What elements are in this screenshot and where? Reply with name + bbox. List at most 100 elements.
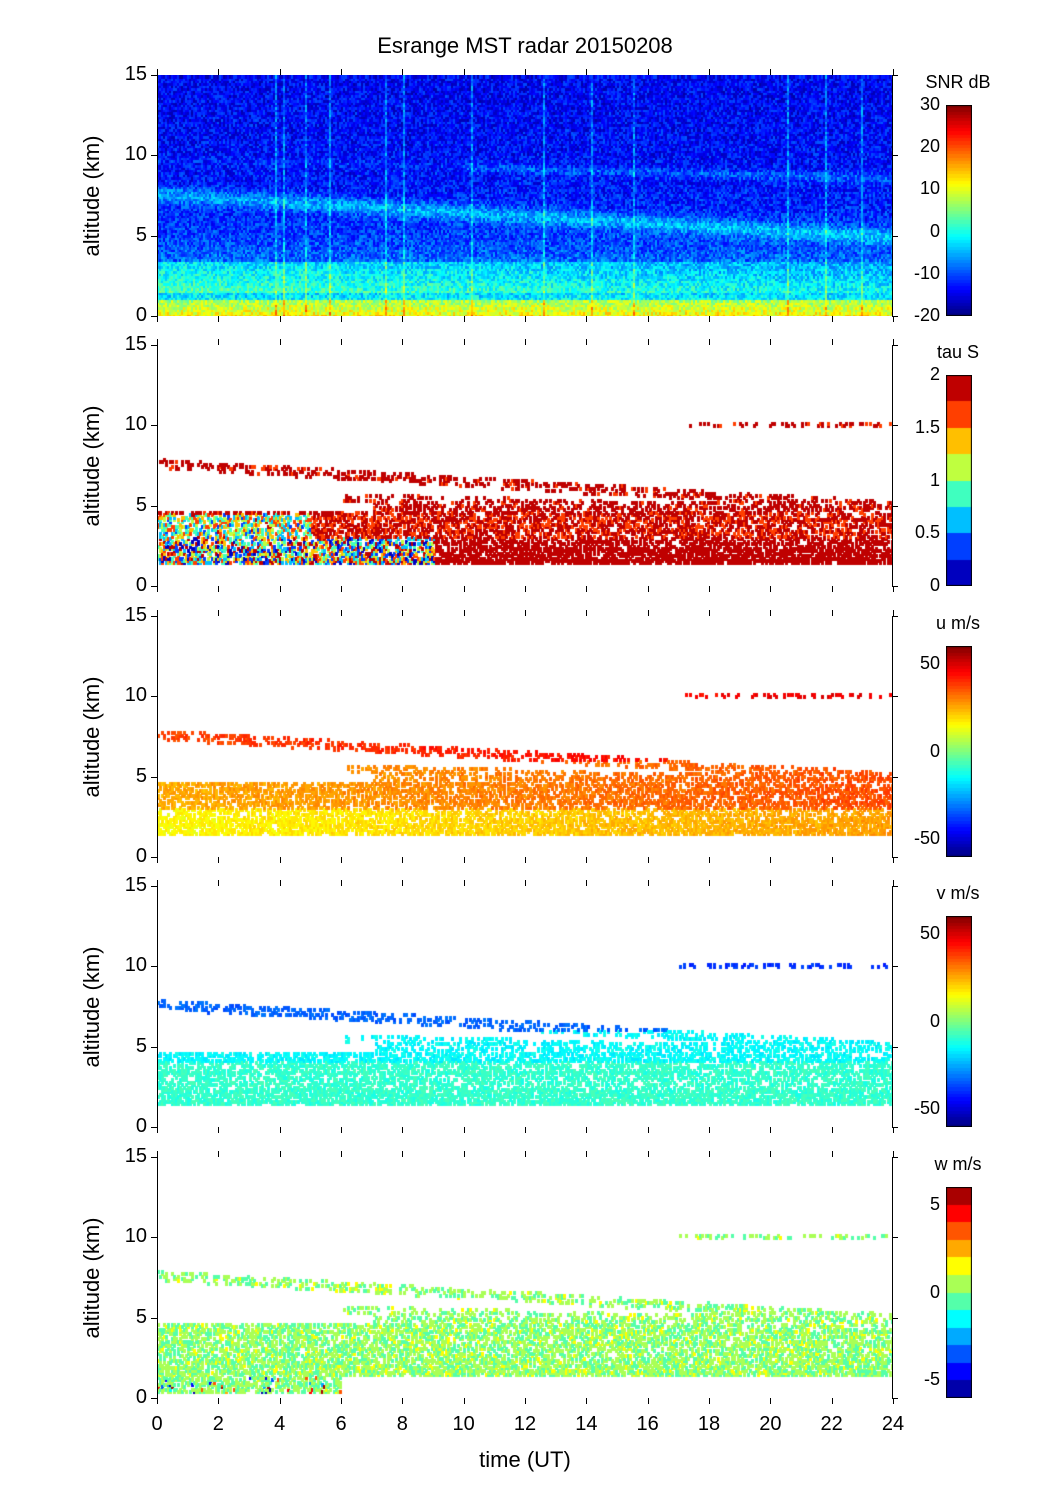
y-tick-right <box>892 235 898 237</box>
x-tick-top <box>586 880 588 886</box>
x-tick-top <box>402 880 404 886</box>
x-tick <box>647 316 649 322</box>
y-tick <box>151 857 157 858</box>
y-axis-title: altitude (km) <box>79 675 104 798</box>
x-tick <box>218 316 220 322</box>
x-tick <box>402 316 404 322</box>
colorbar-tick-label: 0 <box>929 1281 940 1302</box>
colorbar-title: u m/s <box>935 613 980 633</box>
y-tick-label: 15 <box>124 1145 147 1167</box>
colorbar-title: SNR dB <box>925 72 991 92</box>
x-tick-top <box>218 610 220 616</box>
y-tick-right <box>892 345 898 346</box>
x-tick-top <box>831 610 833 616</box>
x-tick <box>402 586 404 592</box>
y-tick-label: 0 <box>135 1115 147 1137</box>
x-tick <box>525 586 526 592</box>
x-tick <box>770 1127 772 1133</box>
x-tick <box>647 1127 649 1133</box>
x-tick <box>157 857 158 863</box>
y-tick-label: 10 <box>124 954 147 977</box>
y-tick-right <box>892 505 898 507</box>
x-tick-top <box>831 339 833 345</box>
colorbar-tick-label: 5 <box>929 1193 940 1214</box>
x-tick <box>402 857 404 863</box>
x-tick <box>586 1127 588 1133</box>
x-tick-top <box>402 69 404 75</box>
colorbar-tick-label: 0 <box>929 575 940 595</box>
x-tick-top <box>709 339 710 345</box>
y-tick-label: 10 <box>124 1225 147 1248</box>
y-tick-right <box>892 696 898 698</box>
x-tick-label: 2 <box>212 1413 224 1435</box>
y-tick-label: 0 <box>135 1386 147 1408</box>
x-tick <box>341 316 342 322</box>
x-tick <box>893 1127 894 1133</box>
x-tick <box>831 1398 833 1404</box>
y-tick <box>151 1237 157 1239</box>
y-tick <box>151 1317 157 1319</box>
y-tick-label: 5 <box>135 764 147 787</box>
x-tick <box>157 1127 158 1133</box>
x-tick-top <box>157 1151 158 1157</box>
x-tick-top <box>586 610 588 616</box>
colorbar-tick-label: 0 <box>929 1010 940 1031</box>
x-tick-top <box>402 610 404 616</box>
x-tick <box>218 1398 220 1404</box>
colorbar-u <box>946 646 972 857</box>
y-tick <box>151 1398 157 1399</box>
y-tick <box>151 1127 157 1128</box>
colorbar-tick-label: -50 <box>913 1098 940 1119</box>
colorbar-title: w m/s <box>934 1154 982 1174</box>
y-tick-right <box>892 616 898 617</box>
x-tick-top <box>402 339 404 345</box>
y-tick-right <box>892 1127 898 1128</box>
x-tick-top <box>647 69 649 75</box>
y-tick-label: 15 <box>124 604 147 626</box>
x-tick <box>341 1127 342 1133</box>
x-tick-label: 12 <box>513 1413 537 1435</box>
x-tick-label: 20 <box>759 1413 782 1435</box>
x-tick-top <box>279 880 281 886</box>
colorbar-tick-label: -5 <box>923 1369 940 1390</box>
x-tick-top <box>831 1151 833 1157</box>
x-tick-top <box>218 880 220 886</box>
chart-title: Esrange MST radar 20150208 <box>377 33 673 58</box>
y-tick <box>151 425 157 427</box>
x-tick-top <box>709 880 710 886</box>
x-tick <box>647 857 649 863</box>
y-tick-label: 5 <box>135 1305 147 1328</box>
x-tick <box>831 586 833 592</box>
colorbar-tick-label: 20 <box>919 136 940 157</box>
x-tick <box>709 1398 710 1404</box>
x-tick-top <box>770 339 772 345</box>
y-tick-label: 15 <box>124 333 147 355</box>
x-tick-top <box>647 880 649 886</box>
x-tick <box>218 857 220 863</box>
x-tick-top <box>770 69 772 75</box>
x-tick-top <box>341 339 342 345</box>
y-tick <box>151 966 157 968</box>
y-tick <box>151 696 157 698</box>
x-tick <box>770 857 772 863</box>
x-tick-label: 18 <box>697 1413 721 1435</box>
x-tick <box>831 1127 833 1133</box>
x-tick <box>279 1398 281 1404</box>
x-tick-label: 14 <box>575 1413 598 1435</box>
x-tick-top <box>341 1151 342 1157</box>
x-tick <box>402 1398 404 1404</box>
colorbar-tick-label: 2 <box>929 364 940 384</box>
y-tick-label: 15 <box>124 63 147 85</box>
x-tick <box>893 316 894 322</box>
y-tick-label: 10 <box>124 143 147 166</box>
x-tick <box>831 857 833 863</box>
x-tick-label: 22 <box>820 1413 843 1435</box>
x-tick-top <box>279 339 281 345</box>
y-tick-label: 10 <box>124 684 147 707</box>
y-tick <box>151 75 157 76</box>
colorbar-tick-label: 0.5 <box>914 522 940 543</box>
x-tick <box>463 586 465 592</box>
x-tick <box>893 586 894 592</box>
colorbar-tick-label: 0 <box>929 740 940 761</box>
